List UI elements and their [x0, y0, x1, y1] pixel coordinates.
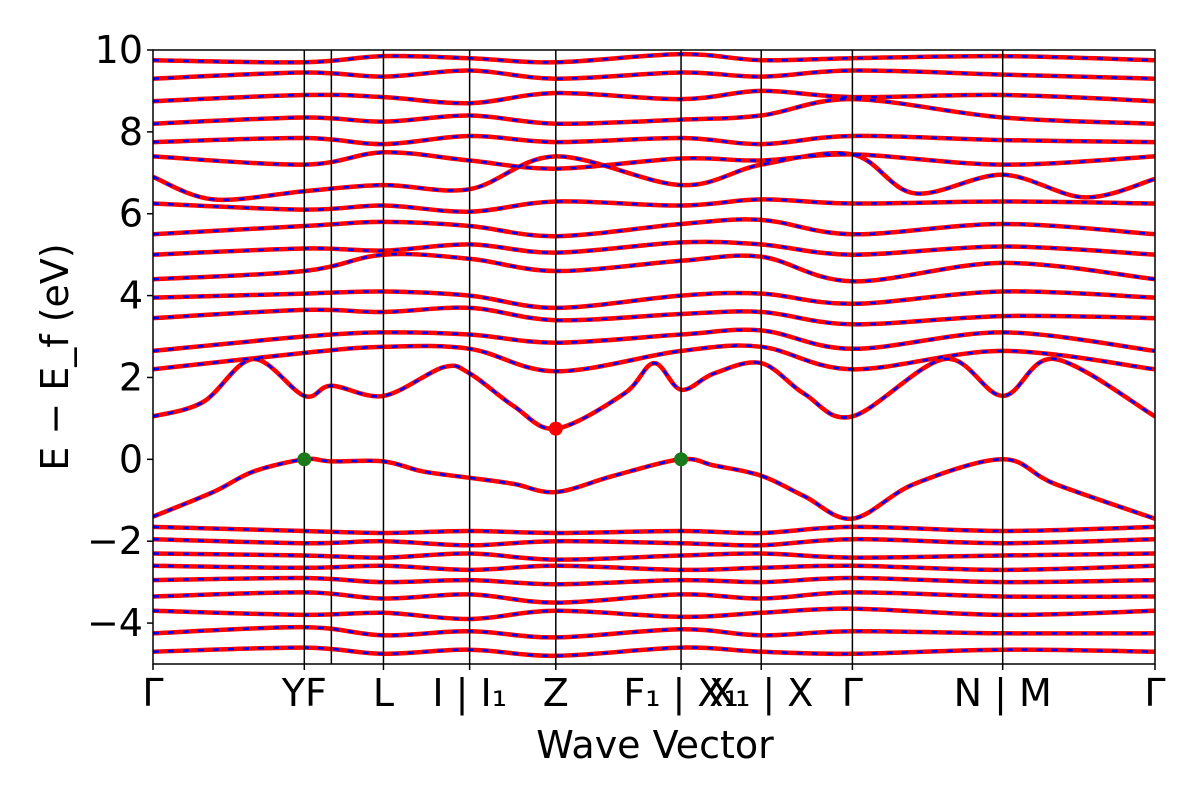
band-line-dashed	[153, 218, 1155, 238]
x-tick-label: YF	[281, 671, 327, 715]
y-tick-label: 2	[119, 355, 143, 399]
band-line-dashed	[153, 240, 1155, 256]
band-line-dashed	[153, 607, 1155, 621]
band-line-dashed	[153, 537, 1155, 547]
plot-frame	[152, 49, 1156, 665]
y-tick-label: 6	[119, 192, 143, 236]
x-tick-label: N | M	[954, 671, 1052, 716]
y-tick-label: −2	[87, 519, 143, 563]
band-lines-dashed	[153, 52, 1155, 658]
y-tick-label: 10	[95, 28, 143, 72]
x-tick-label: Z	[543, 671, 569, 715]
x-tick-label: F₁ | X₁	[623, 671, 738, 716]
band-line-dashed	[153, 646, 1155, 658]
band-line	[153, 51, 1155, 65]
band-line-dashed	[153, 357, 1155, 430]
band-lines-solid	[153, 51, 1155, 659]
band-line-dashed	[153, 198, 1155, 213]
x-tick-label: Γ	[142, 671, 163, 715]
band-line-dashed	[153, 69, 1155, 80]
band-line-dashed	[153, 591, 1155, 604]
band-line	[153, 590, 1155, 605]
x-tick-label: I | I₁	[432, 671, 507, 716]
band-line	[153, 624, 1155, 640]
y-tick-label: 4	[119, 274, 143, 318]
x-tick-label: X₁ | X	[709, 671, 813, 716]
band-line	[153, 356, 1155, 431]
band-line	[153, 96, 1155, 127]
band-line-dashed	[153, 151, 1155, 170]
high-symmetry-lines	[303, 50, 1004, 664]
band-line	[153, 343, 1155, 374]
x-axis-title: Wave Vector	[536, 723, 774, 767]
band-line	[153, 251, 1155, 284]
band-line	[153, 133, 1155, 147]
y-axis: −4 −2 0 2 4 6 8 10	[87, 28, 153, 645]
band-line	[153, 88, 1155, 106]
band-line-dashed	[153, 552, 1155, 561]
band-line-dashed	[153, 525, 1155, 535]
y-tick-label: 8	[119, 110, 143, 154]
band-line	[153, 217, 1155, 239]
band-line-dashed	[153, 328, 1155, 353]
extremum-marker	[674, 452, 689, 467]
plot-border	[152, 49, 1156, 665]
x-tick-label: Γ	[1144, 671, 1165, 715]
y-tick-label: 0	[119, 437, 143, 481]
x-tick-label: L	[373, 671, 394, 715]
band-line-dashed	[153, 457, 1155, 520]
band-line	[153, 150, 1155, 171]
band-line-dashed	[153, 306, 1155, 326]
extremum-marker	[548, 421, 563, 436]
band-line	[153, 456, 1155, 521]
band-line-dashed	[153, 625, 1155, 639]
band-line-dashed	[153, 576, 1155, 586]
band-line-dashed	[153, 252, 1155, 283]
band-line-dashed	[153, 290, 1155, 310]
band-line-dashed	[153, 97, 1155, 126]
extremum-marker	[297, 452, 312, 467]
band-line-dashed	[153, 564, 1155, 572]
x-tick-label: Γ	[842, 671, 863, 715]
extremum-markers	[297, 421, 689, 467]
y-tick-label: −4	[87, 601, 143, 645]
y-axis-title: E − E_f (eV)	[33, 243, 77, 471]
